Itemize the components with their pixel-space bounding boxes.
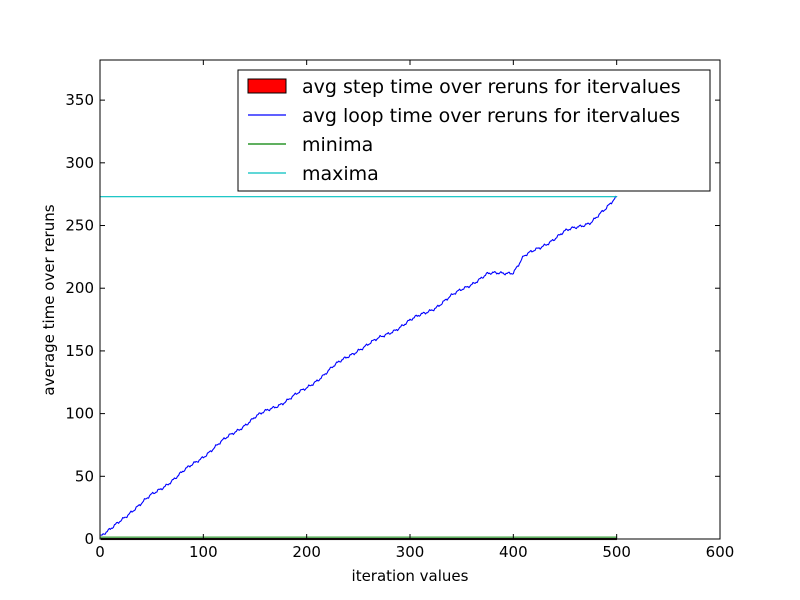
legend-avg-step-time-swatch <box>247 78 287 94</box>
y-tick-label: 350 <box>65 91 94 109</box>
series-avg-loop-time <box>100 195 618 536</box>
x-tick-label: 100 <box>189 543 218 561</box>
y-tick-label: 0 <box>84 530 94 548</box>
x-axis-label: iteration values <box>352 567 469 585</box>
x-tick-label: 400 <box>499 543 528 561</box>
y-tick-label: 300 <box>65 154 94 172</box>
legend-avg-loop-time-label: avg loop time over reruns for itervalues <box>302 105 680 127</box>
y-tick-label: 250 <box>65 217 94 235</box>
x-tick-label: 500 <box>602 543 631 561</box>
legend-box <box>237 69 711 192</box>
x-tick-label: 300 <box>396 543 425 561</box>
legend-minima-label: minima <box>302 134 373 156</box>
axes-layer: 0 100 200 300 400 500 600 0 50 100 150 200 250 300 350 <box>65 59 735 561</box>
legend-avg-step-time-label: avg step time over reruns for itervalues <box>302 76 681 98</box>
x-tick-label: 0 <box>95 543 105 561</box>
y-tick-label: 200 <box>65 279 94 297</box>
legend-maxima-label: maxima <box>302 163 379 185</box>
x-tick-label: 600 <box>706 543 735 561</box>
y-tick-label: 50 <box>75 467 94 485</box>
x-tick-label: 200 <box>292 543 321 561</box>
legend: avg step time over reruns for itervalues… <box>237 69 711 192</box>
y-tick-label: 100 <box>65 405 94 423</box>
y-axis-label: average time over reruns <box>40 204 58 395</box>
y-tick-label: 150 <box>65 342 94 360</box>
